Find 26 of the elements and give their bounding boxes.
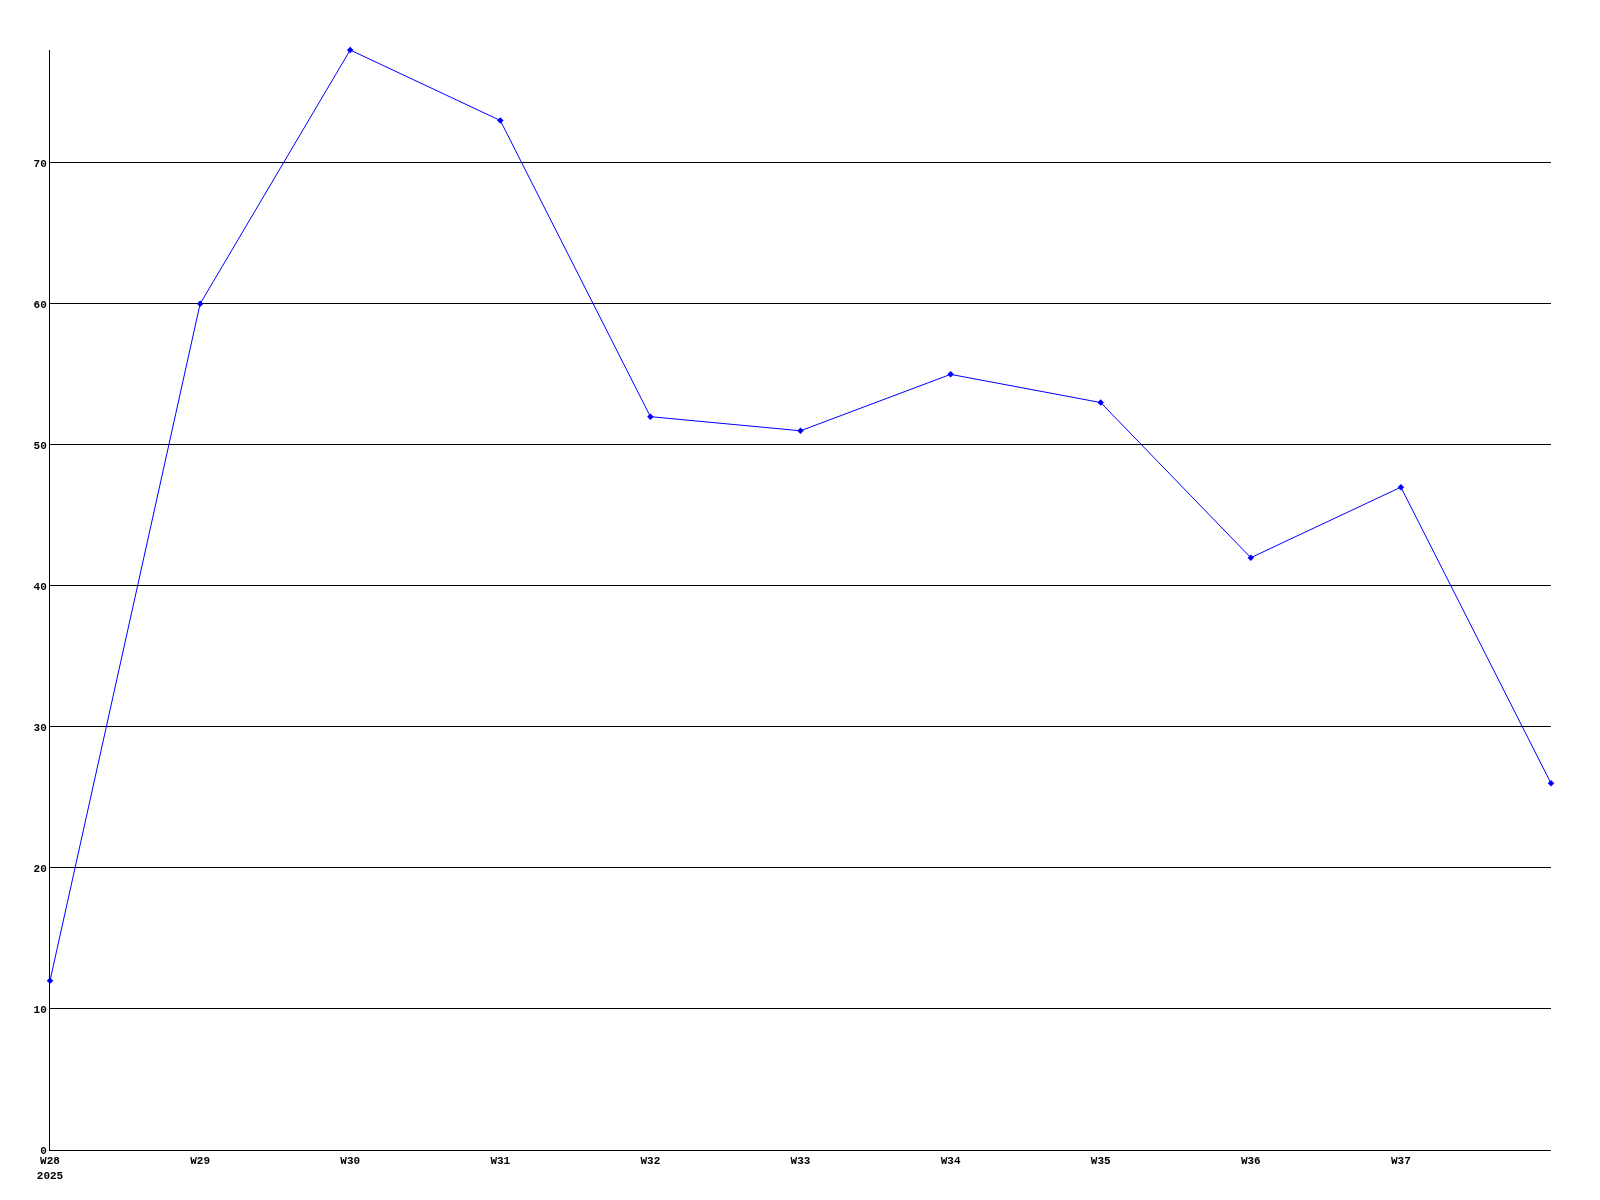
x-tick-label: W32 (640, 1155, 661, 1168)
y-tick-label: 50 (33, 439, 47, 452)
x-tick-label: W33 (790, 1155, 811, 1168)
y-tick-label: 70 (33, 157, 47, 170)
y-tick-label: 60 (33, 298, 47, 311)
point (1097, 399, 1104, 406)
y-tick-label: 20 (33, 862, 47, 875)
point (1397, 483, 1405, 491)
point (346, 46, 354, 54)
x-tick-label: W34 (940, 1155, 961, 1168)
point (947, 371, 954, 378)
point (497, 117, 504, 124)
y-tick-label: 30 (33, 721, 47, 734)
x-tick-label: W31 (490, 1155, 511, 1168)
x-tick-label: W37 (1390, 1155, 1411, 1168)
x-tick-label: W28 2025 (36, 1155, 64, 1182)
point (647, 413, 654, 420)
x-tick-label: W36 (1240, 1155, 1261, 1168)
y-tick-label: 10 (33, 1003, 47, 1016)
x-tick-label: W29 (190, 1155, 211, 1168)
y-tick-label: 0 (40, 1144, 47, 1157)
x-tick-label: W30 (340, 1155, 361, 1168)
point (1247, 554, 1255, 561)
y-tick-label: 40 (33, 580, 47, 593)
x-tick-label: W35 (1090, 1155, 1111, 1168)
point (196, 300, 204, 308)
